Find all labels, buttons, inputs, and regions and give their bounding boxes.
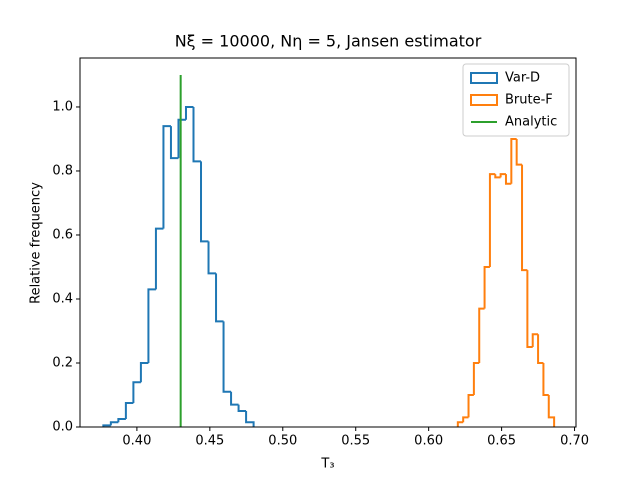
histogram-bin <box>154 227 164 290</box>
chart-title: Nξ = 10000, Nη = 5, Jansen estimator <box>175 32 482 51</box>
x-tick-label: 0.60 <box>414 434 443 449</box>
y-axis-label: Relative frequency <box>29 182 44 304</box>
histogram-bin <box>177 118 186 159</box>
histogram-bin <box>109 421 119 426</box>
histogram-bin <box>531 333 539 347</box>
histogram-bin <box>139 361 149 383</box>
y-tick-label: 0.0 <box>52 420 73 435</box>
x-tick-label: 0.55 <box>341 434 370 449</box>
plot-frame <box>79 57 577 428</box>
histogram-bin <box>192 106 202 163</box>
x-tick-label: 0.70 <box>560 434 589 449</box>
histogram-bin <box>169 126 179 160</box>
histogram-bin <box>478 307 485 363</box>
y-tick-label: 0.4 <box>52 291 73 306</box>
histogram-bin <box>132 381 141 403</box>
y-tick-label: 1.0 <box>52 99 73 114</box>
histogram-bin <box>102 424 111 427</box>
histogram-bin <box>184 105 194 120</box>
histogram-bin <box>147 288 156 363</box>
x-tick-label: 0.45 <box>195 434 224 449</box>
histogram-bin <box>472 361 480 395</box>
legend-swatch <box>470 72 498 84</box>
histogram-bin <box>521 164 528 272</box>
histogram-bin <box>467 393 474 418</box>
histogram-bin <box>456 421 464 427</box>
histogram-bin <box>488 173 496 267</box>
histogram-bin <box>462 416 469 423</box>
histogram-bin <box>124 401 134 419</box>
histogram-bin <box>215 273 224 323</box>
histogram-bin <box>237 404 247 412</box>
histogram-bin <box>483 265 490 309</box>
x-tick-label: 0.50 <box>268 434 297 449</box>
x-tick-label: 0.65 <box>487 434 516 449</box>
histogram-bin <box>230 391 239 406</box>
x-axis-label: T₃ <box>320 457 334 472</box>
histogram-bin <box>117 417 126 423</box>
legend: Var-D Brute-F Analytic <box>462 63 570 137</box>
histogram-bin <box>245 410 255 427</box>
histogram-bin <box>515 138 523 166</box>
y-tick-label: 0.8 <box>52 163 73 178</box>
legend-swatch <box>470 94 498 106</box>
y-tick-label: 0.6 <box>52 227 73 242</box>
histogram-bin <box>547 394 556 427</box>
histogram-bin <box>499 173 506 178</box>
histogram-bin <box>162 125 171 229</box>
histogram-bin <box>526 270 533 348</box>
x-tick-label: 0.40 <box>122 434 151 449</box>
histogram-bin <box>207 241 217 275</box>
histogram-bin <box>542 362 549 396</box>
legend-label: Var-D <box>505 71 540 86</box>
histogram-bin <box>222 321 232 393</box>
histogram-bin <box>510 137 517 184</box>
legend-label: Analytic <box>505 115 557 130</box>
y-tick-label: 0.2 <box>52 355 73 370</box>
histogram-bin <box>200 161 209 243</box>
legend-label: Brute-F <box>505 93 553 108</box>
histogram-bin <box>504 174 512 185</box>
histogram-bin <box>537 334 544 364</box>
histogram-bin <box>494 174 501 179</box>
